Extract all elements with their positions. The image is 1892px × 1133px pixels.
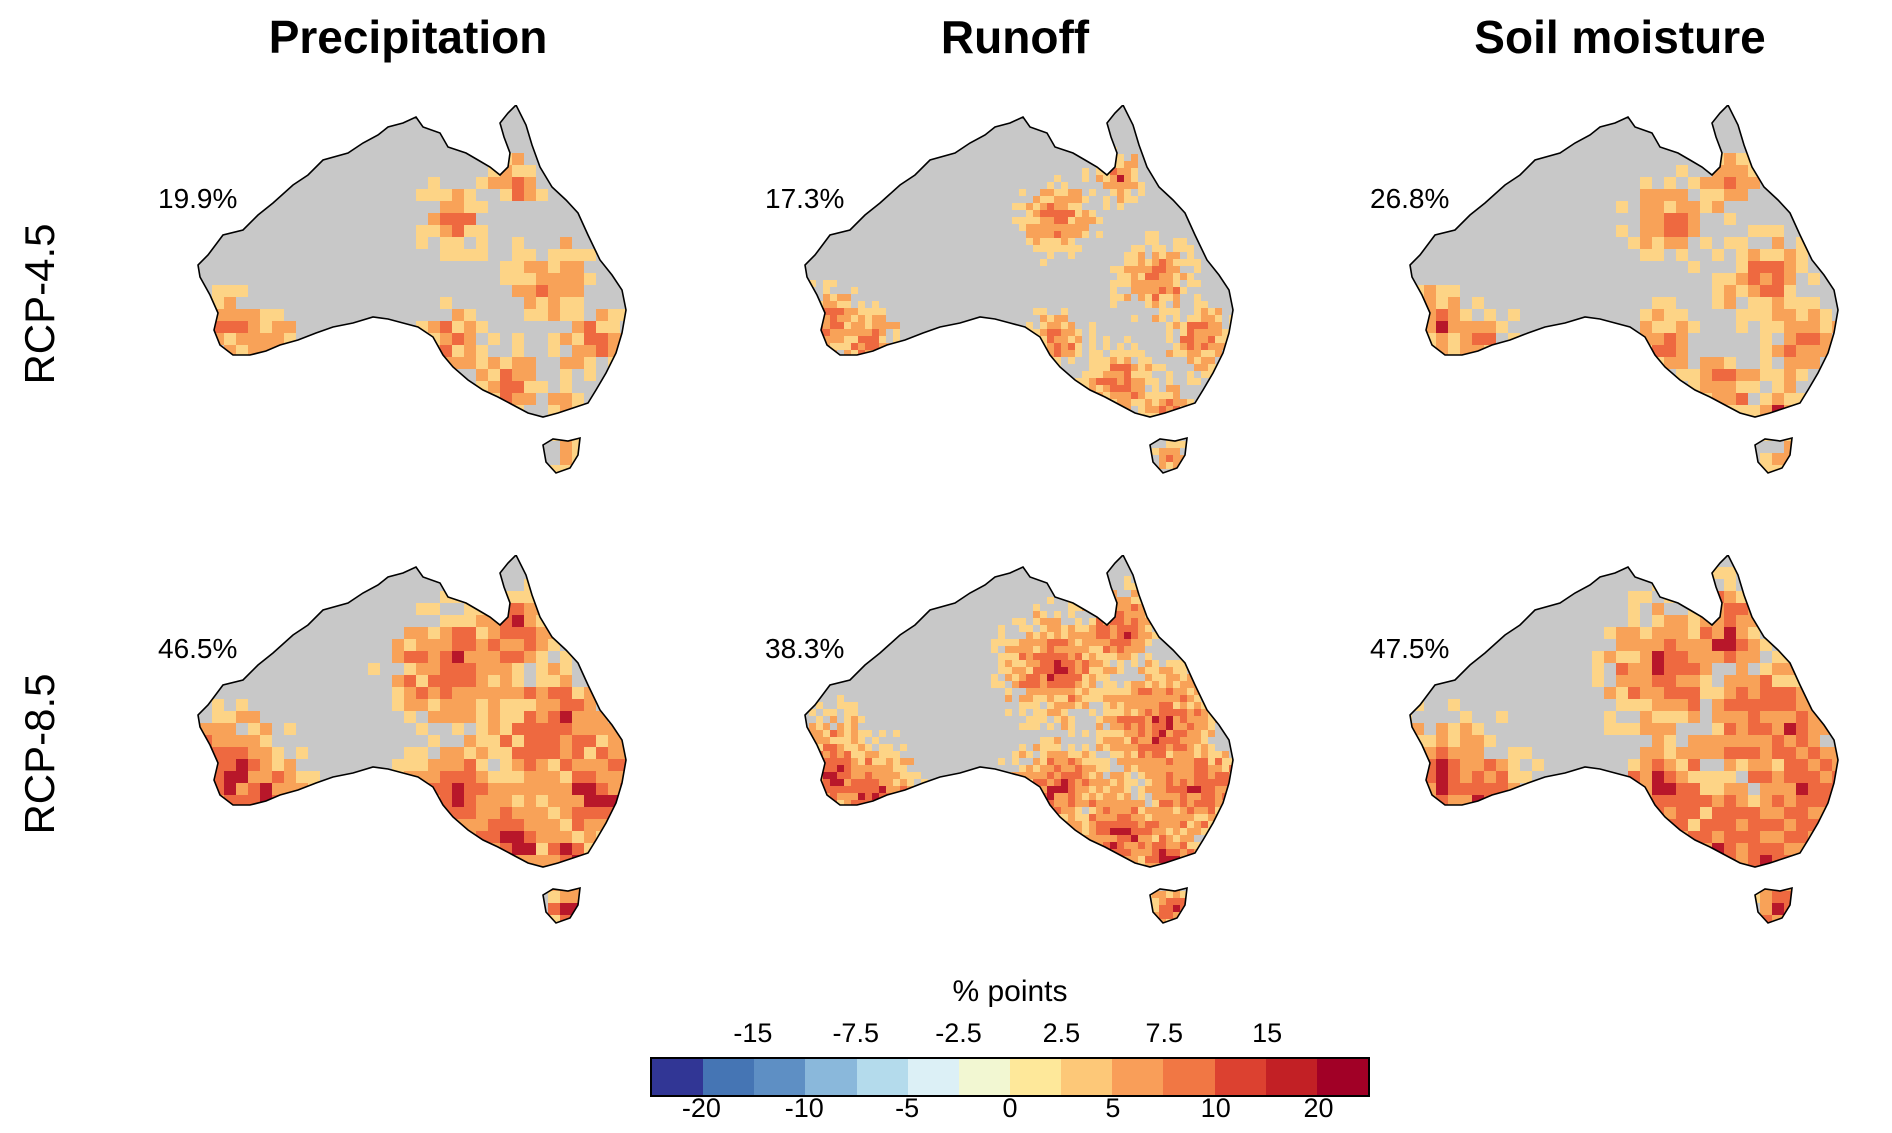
australia-map (1409, 555, 1839, 924)
change-cells (805, 147, 1233, 469)
row-label-rcp85: RCP-8.5 (16, 673, 63, 835)
australia-map (804, 105, 1234, 474)
colorbar-swatch (958, 1059, 1010, 1095)
colorbar-tick-upper: -15 (733, 1018, 773, 1048)
colorbar-tick-lower: -10 (784, 1093, 824, 1123)
area-percent-label: 26.8% (1370, 183, 1450, 214)
colorbar-tick-lower: 0 (1002, 1093, 1018, 1123)
map-panel: 19.9% (128, 105, 688, 545)
australia-map (1409, 105, 1839, 474)
map-panel: 26.8% (1340, 105, 1892, 545)
area-percent-label: 38.3% (765, 633, 845, 664)
change-cells (198, 153, 626, 473)
colorbar-tick-lower: 10 (1200, 1093, 1231, 1123)
colorbar-swatch (1214, 1059, 1266, 1095)
colorbar-tick-upper: -7.5 (832, 1018, 879, 1048)
map-panel: 46.5% (128, 555, 688, 995)
change-cells (805, 576, 1233, 923)
column-title-soil-moisture: Soil moisture (1474, 11, 1766, 63)
colorbar (650, 1057, 1370, 1097)
colorbar-swatch (1265, 1059, 1317, 1095)
australia-map (197, 105, 627, 474)
colorbar-swatch (754, 1059, 806, 1095)
colorbar-swatch (907, 1059, 959, 1095)
australia-map (197, 555, 627, 924)
map-panel: 47.5% (1340, 555, 1892, 995)
colorbar-swatch (652, 1059, 704, 1095)
coastline (804, 555, 1234, 924)
colorbar-tick-upper: 15 (1252, 1018, 1283, 1048)
area-percent-label: 19.9% (158, 183, 238, 214)
area-percent-label: 46.5% (158, 633, 238, 664)
australia-map (804, 555, 1234, 924)
map-panel: 38.3% (735, 555, 1295, 995)
colorbar-tick-upper: -2.5 (935, 1018, 982, 1048)
colorbar-swatch (1316, 1059, 1368, 1095)
colorbar-swatch (703, 1059, 755, 1095)
colorbar-swatch (1009, 1059, 1062, 1095)
column-title-precipitation: Precipitation (268, 11, 548, 63)
map-panel: 17.3% (735, 105, 1295, 545)
colorbar-tick-lower: 20 (1303, 1093, 1334, 1123)
colorbar-swatch (805, 1059, 857, 1095)
colorbar-tick-upper: 7.5 (1145, 1018, 1184, 1048)
coastline (1409, 105, 1839, 474)
column-title-runoff: Runoff (940, 11, 1090, 63)
colorbar-legend: % points -15 -7.5 -2.5 2.5 7.5 15 -20 -10 -5 0 5 1… (640, 975, 1380, 1125)
coastline (1409, 555, 1839, 924)
coastline (804, 105, 1234, 474)
colorbar-tick-lower: -5 (895, 1093, 920, 1123)
colorbar-tick-upper: 2.5 (1042, 1018, 1081, 1048)
colorbar-tick-lower: -20 (681, 1093, 721, 1123)
coastline (197, 105, 627, 474)
row-label-rcp45: RCP-4.5 (16, 223, 63, 385)
change-cells (198, 579, 626, 923)
colorbar-swatch (1112, 1059, 1164, 1095)
colorbar-tick-lower: 5 (1105, 1093, 1121, 1123)
area-percent-label: 17.3% (765, 183, 845, 214)
colorbar-title: % points (952, 975, 1068, 1008)
coastline (197, 555, 627, 924)
area-percent-label: 47.5% (1370, 633, 1450, 664)
colorbar-swatch (1061, 1059, 1113, 1095)
colorbar-swatch (1163, 1059, 1215, 1095)
colorbar-swatch (856, 1059, 908, 1095)
